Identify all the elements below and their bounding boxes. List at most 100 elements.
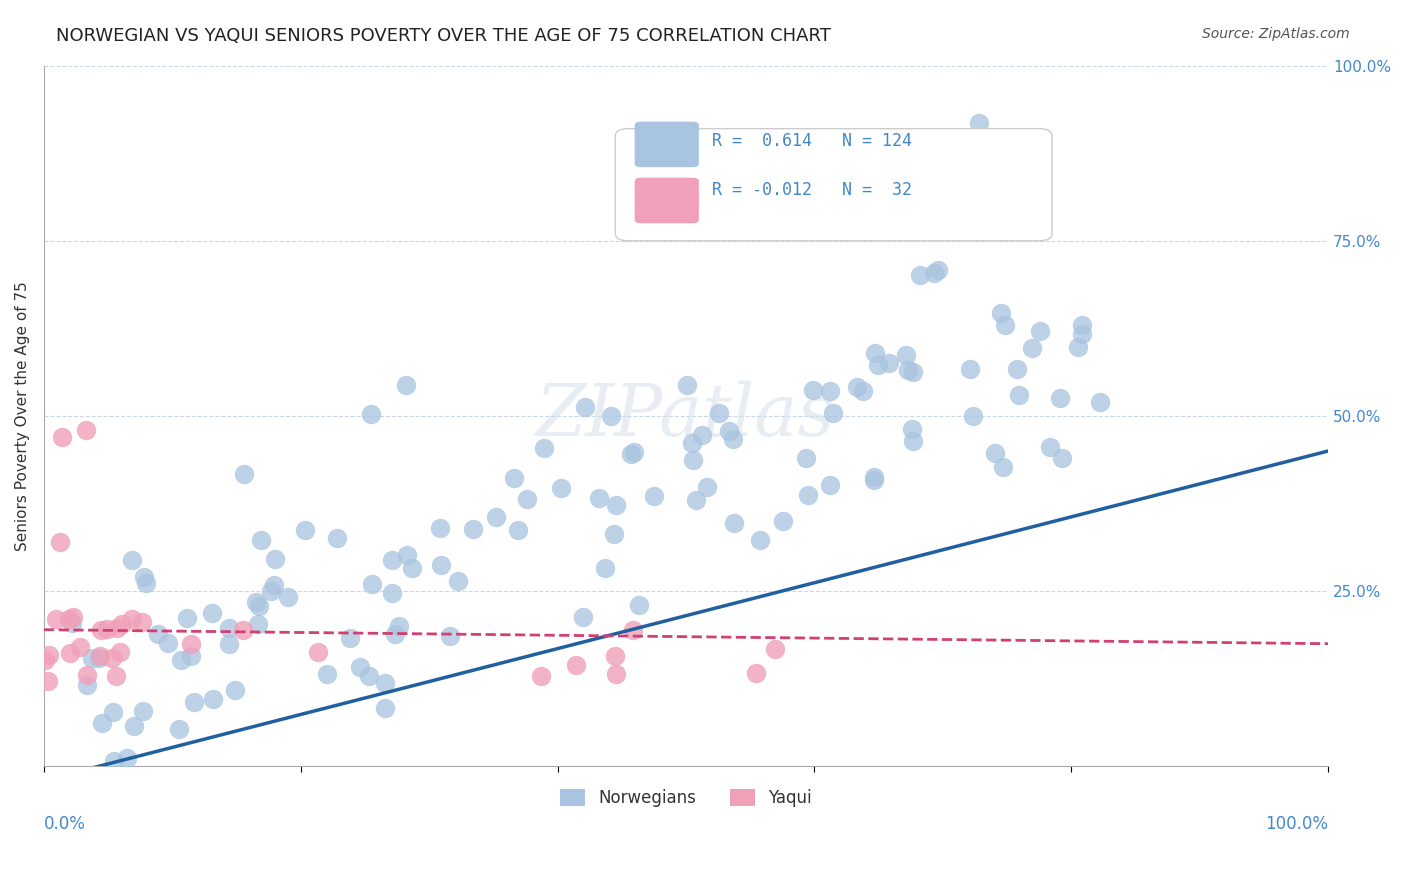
Point: [1007, 387, 1029, 401]
Point: [962, 409, 984, 423]
Point: [307, 645, 329, 659]
Point: [218, 621, 240, 635]
FancyBboxPatch shape: [616, 128, 1052, 241]
Point: [87, 651, 110, 665]
Point: [863, 346, 886, 360]
Point: [593, 561, 616, 575]
Point: [89, 649, 111, 664]
Text: NORWEGIAN VS YAQUI SENIORS POVERTY OVER THE AGE OF 75 CORRELATION CHART: NORWEGIAN VS YAQUI SENIORS POVERTY OVER …: [56, 27, 831, 45]
Point: [763, 642, 786, 657]
Text: 0.0%: 0.0%: [44, 815, 86, 833]
Point: [349, 659, 371, 673]
Point: [696, 479, 718, 493]
Point: [183, 695, 205, 709]
Point: [82, 650, 104, 665]
Point: [59, 646, 82, 660]
Point: [157, 636, 180, 650]
Point: [821, 406, 844, 420]
Point: [1039, 440, 1062, 454]
Point: [180, 636, 202, 650]
Point: [901, 365, 924, 379]
Point: [897, 362, 920, 376]
Point: [395, 548, 418, 562]
Point: [602, 527, 624, 541]
Point: [877, 357, 900, 371]
Point: [430, 558, 453, 572]
Point: [796, 488, 818, 502]
Point: [994, 318, 1017, 333]
Point: [37, 674, 59, 689]
Point: [135, 576, 157, 591]
Point: [132, 704, 155, 718]
Point: [723, 516, 745, 530]
FancyBboxPatch shape: [634, 121, 699, 167]
Point: [148, 627, 170, 641]
Point: [692, 428, 714, 442]
Point: [263, 578, 285, 592]
Point: [122, 719, 145, 733]
Point: [621, 623, 644, 637]
Point: [1050, 451, 1073, 466]
Point: [58, 612, 80, 626]
Point: [326, 531, 349, 545]
Point: [603, 649, 626, 664]
Point: [993, 460, 1015, 475]
Point: [623, 445, 645, 459]
Point: [818, 478, 841, 492]
Point: [34, 653, 56, 667]
Point: [508, 524, 530, 538]
Point: [249, 599, 271, 613]
Point: [718, 424, 741, 438]
Point: [359, 669, 381, 683]
Point: [1088, 395, 1111, 409]
Point: [796, 450, 818, 465]
Point: [588, 491, 610, 505]
Y-axis label: Seniors Poverty Over the Age of 75: Seniors Poverty Over the Age of 75: [15, 281, 30, 551]
Point: [820, 384, 842, 398]
Point: [846, 379, 869, 393]
Point: [103, 754, 125, 768]
Point: [176, 611, 198, 625]
Point: [959, 362, 981, 376]
Point: [620, 447, 643, 461]
Point: [360, 408, 382, 422]
Point: [51, 430, 73, 444]
Text: Source: ZipAtlas.com: Source: ZipAtlas.com: [1202, 27, 1350, 41]
Point: [744, 666, 766, 681]
Point: [749, 533, 772, 547]
Point: [550, 481, 572, 495]
Point: [245, 595, 267, 609]
Point: [1071, 318, 1094, 332]
Point: [1005, 362, 1028, 376]
Point: [246, 616, 269, 631]
Point: [605, 666, 627, 681]
Point: [801, 384, 824, 398]
Point: [675, 377, 697, 392]
Point: [374, 701, 396, 715]
Point: [530, 669, 553, 683]
Point: [1021, 341, 1043, 355]
Point: [681, 435, 703, 450]
Text: ZIPatlas: ZIPatlas: [536, 381, 835, 451]
Point: [643, 489, 665, 503]
Text: R =  0.614   N = 124: R = 0.614 N = 124: [711, 132, 911, 150]
Point: [316, 667, 339, 681]
Point: [132, 570, 155, 584]
Point: [910, 268, 932, 283]
Point: [1029, 324, 1052, 338]
Point: [388, 618, 411, 632]
Point: [75, 423, 97, 437]
Point: [90, 623, 112, 637]
Point: [76, 678, 98, 692]
Point: [76, 668, 98, 682]
Point: [533, 442, 555, 456]
Point: [502, 470, 524, 484]
Point: [927, 263, 949, 277]
Text: R = -0.012   N =  32: R = -0.012 N = 32: [711, 181, 911, 199]
Point: [384, 627, 406, 641]
Point: [990, 306, 1012, 320]
Point: [115, 750, 138, 764]
Point: [429, 521, 451, 535]
Point: [121, 612, 143, 626]
Point: [485, 510, 508, 524]
